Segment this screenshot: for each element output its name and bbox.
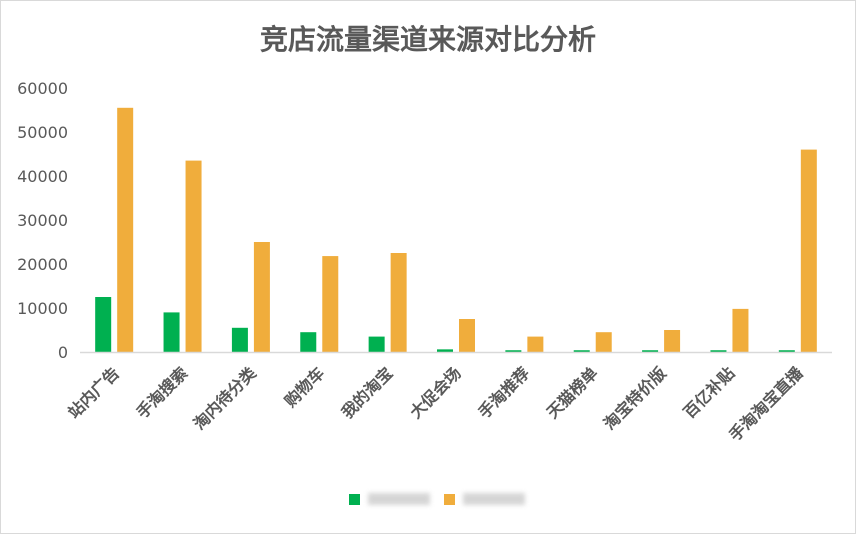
bar-series-1-4 xyxy=(368,336,385,352)
bar-series-1-7 xyxy=(573,350,590,352)
x-tick-label: 百亿补贴 xyxy=(680,363,739,422)
bar-series-2-4 xyxy=(390,253,407,352)
bar-series-2-7 xyxy=(595,332,612,352)
x-tick-label: 站内广告 xyxy=(64,363,123,422)
y-tick-label: 20000 xyxy=(17,255,68,274)
bar-series-2-10 xyxy=(800,149,817,352)
bar-series-2-2 xyxy=(253,242,270,352)
legend-label-series-2 xyxy=(463,493,525,505)
bar-series-1-5 xyxy=(437,349,453,352)
x-tick-label: 淘内待分类 xyxy=(190,363,261,434)
y-tick-label: 0 xyxy=(58,343,68,362)
x-tick-label: 手淘搜索 xyxy=(133,363,192,422)
x-tick-label: 手淘淘宝直播 xyxy=(725,363,807,445)
bar-series-2-5 xyxy=(459,319,475,352)
x-tick-label: 购物车 xyxy=(281,363,328,410)
x-tick-label: 手淘推荐 xyxy=(474,363,533,422)
y-tick-label: 30000 xyxy=(17,211,68,230)
bar-series-2-6 xyxy=(527,336,544,352)
chart-title: 竞店流量渠道来源对比分析 xyxy=(259,23,596,56)
legend-swatch-series-1 xyxy=(349,493,360,505)
bar-series-2-0 xyxy=(117,107,134,352)
y-tick-label: 40000 xyxy=(17,167,68,186)
bar-series-1-2 xyxy=(231,327,248,352)
x-tick-label: 我的淘宝 xyxy=(338,363,397,422)
legend-label-series-1 xyxy=(368,493,430,505)
bar-series-1-0 xyxy=(95,297,112,352)
bar-series-1-6 xyxy=(505,350,522,352)
legend xyxy=(349,493,525,505)
bar-series-1-3 xyxy=(300,332,317,352)
bar-series-2-9 xyxy=(732,308,749,352)
bar-series-1-9 xyxy=(710,350,727,352)
bar-series-1-1 xyxy=(163,312,180,352)
bar-series-2-3 xyxy=(322,256,339,352)
x-tick-label: 淘宝特价版 xyxy=(600,363,670,433)
x-tick-label: 大促会场 xyxy=(406,363,465,422)
legend-swatch-series-2 xyxy=(444,493,455,505)
bar-series-1-10 xyxy=(778,350,795,352)
bar-series-2-1 xyxy=(185,160,202,352)
y-tick-label: 60000 xyxy=(17,79,68,98)
y-tick-label: 50000 xyxy=(17,123,68,142)
x-tick-label: 天猫榜单 xyxy=(543,363,602,422)
bar-series-2-8 xyxy=(664,330,681,352)
y-tick-label: 10000 xyxy=(17,299,68,318)
bar-series-1-8 xyxy=(642,350,659,352)
